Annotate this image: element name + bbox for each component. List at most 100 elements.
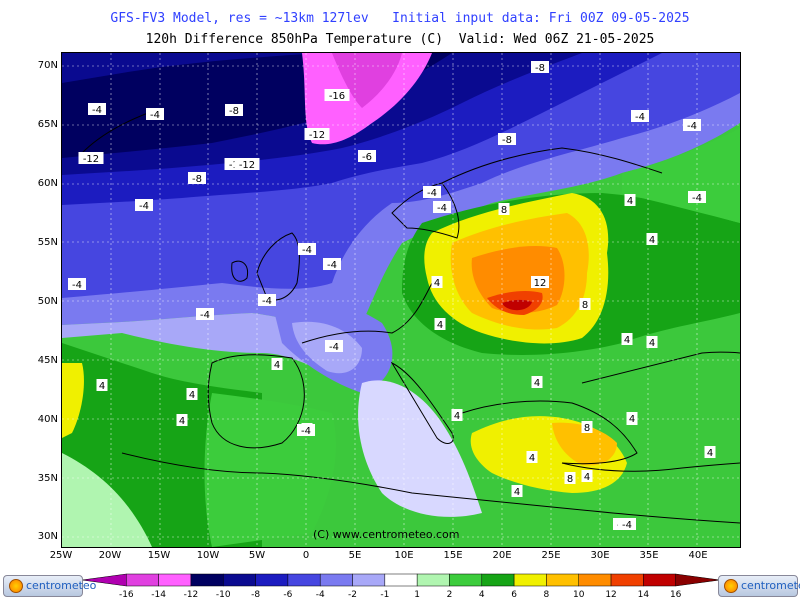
contour-label: -4: [297, 424, 315, 437]
svg-text:-4: -4: [622, 520, 632, 531]
contour-label: 4: [176, 414, 188, 427]
mediterranean-cool: [358, 380, 482, 517]
latitude-label: 40N: [37, 414, 58, 425]
color-scale-tick: 6: [511, 590, 517, 600]
svg-text:4: 4: [274, 360, 280, 371]
svg-text:-4: -4: [635, 112, 645, 123]
svg-text:4: 4: [514, 487, 520, 498]
color-scale-tick: -12: [183, 590, 199, 600]
longitude-label: 15W: [147, 550, 171, 561]
contour-label: -4: [135, 199, 153, 212]
atlantic-lightgreen-patch: [62, 453, 152, 547]
svg-text:4: 4: [534, 378, 540, 389]
color-scale-tick: -16: [118, 590, 134, 600]
logo-icon: [9, 579, 23, 593]
svg-text:4: 4: [529, 453, 535, 464]
contour-label: -4: [298, 243, 316, 256]
longitude-label: 40E: [688, 550, 708, 561]
color-scale-tick: 10: [573, 590, 585, 600]
longitude-label: 20E: [492, 550, 512, 561]
contour-label: -8: [498, 133, 516, 146]
latitude-label: 30N: [37, 531, 58, 542]
france-coast: [301, 282, 433, 344]
latitude-label: 60N: [37, 178, 58, 189]
longitude-label: 5W: [248, 550, 266, 561]
color-scale-tick: -10: [215, 590, 231, 600]
color-swatch: [675, 573, 721, 587]
svg-text:-4: -4: [92, 105, 102, 116]
svg-text:4: 4: [624, 335, 630, 346]
longitude-label: 25E: [541, 550, 561, 561]
contour-label: 8: [581, 421, 593, 434]
anatolia-coast: [561, 462, 740, 472]
svg-text:-4: -4: [200, 310, 210, 321]
color-swatch: [643, 573, 676, 587]
ireland-outline: [231, 260, 249, 282]
contour-label: -4: [68, 278, 86, 291]
color-swatch: [449, 573, 483, 587]
svg-text:-4: -4: [427, 188, 437, 199]
svg-text:4: 4: [629, 414, 635, 425]
title-line-2: 120h Difference 850hPa Temperature (C) V…: [145, 32, 655, 47]
svg-text:-4: -4: [329, 342, 339, 353]
svg-text:-4: -4: [139, 201, 149, 212]
contour-label: -4: [631, 110, 649, 123]
contour-label: -8: [188, 172, 206, 185]
contour-label: 4: [704, 446, 716, 459]
color-scale-tick: 2: [446, 590, 453, 600]
svg-text:4: 4: [649, 338, 655, 349]
northeast-green: [622, 128, 740, 223]
contour-label: -12: [234, 158, 260, 171]
north-africa-coast: [121, 452, 740, 524]
longitude-label: 10E: [394, 550, 414, 561]
color-swatch: [126, 573, 159, 587]
italy-outline: [390, 361, 454, 444]
svg-text:-4: -4: [262, 296, 272, 307]
svg-text:-6: -6: [362, 152, 372, 163]
temperature-difference-map: -8-4-8-12-16-12-8-4-12-12-6-8-4-4-4-4-4-…: [61, 52, 741, 548]
contour-label: -4: [688, 191, 706, 204]
contour-label: 8: [579, 298, 591, 311]
balkan-warm-orange: [552, 422, 617, 466]
color-scale-tick: -14: [151, 590, 166, 600]
svg-text:-4: -4: [327, 260, 337, 271]
color-scale-tick: 1: [414, 590, 421, 600]
svg-text:-12: -12: [309, 130, 325, 141]
svg-text:-8: -8: [192, 174, 202, 185]
svg-text:8: 8: [582, 300, 588, 311]
contour-label: 4: [626, 412, 638, 425]
coastlines: [81, 107, 740, 524]
logo-text-left: centrometeo: [26, 579, 97, 592]
contour-label: -4: [683, 119, 701, 132]
scandinavia-north: [441, 147, 663, 184]
color-swatch: [546, 573, 579, 587]
svg-text:-8: -8: [229, 106, 239, 117]
britain-outline: [256, 232, 300, 301]
iberia-light-green: [204, 393, 336, 547]
contour-label: 4: [451, 409, 463, 422]
color-scale-tick: -8: [251, 590, 261, 600]
scandinavia-south: [391, 182, 460, 239]
very-cold-magenta: [332, 53, 402, 108]
contour-label: -4: [433, 201, 451, 214]
contour-label: 4: [646, 336, 658, 349]
contour-label: -4: [423, 186, 441, 199]
contour-label: 4: [621, 333, 633, 346]
color-scale-tick: -4: [315, 590, 325, 600]
color-swatch: [190, 573, 224, 587]
longitude-label: 30E: [590, 550, 610, 561]
svg-text:-16: -16: [329, 91, 345, 102]
contour-label: -4: [258, 294, 276, 307]
color-swatch: [158, 573, 192, 587]
graticule: [62, 53, 740, 547]
warm-anomaly-darkred: [502, 299, 532, 311]
color-scale-tick: -1: [380, 590, 390, 600]
color-scale-tick: 14: [637, 590, 650, 600]
longitude-label: 0: [302, 550, 310, 561]
map-svg: -8-4-8-12-16-12-8-4-12-12-6-8-4-4-4-4-4-…: [62, 53, 740, 547]
color-scale-tick: 8: [543, 590, 550, 600]
svg-text:4: 4: [189, 390, 195, 401]
contour-label: -4: [146, 108, 164, 121]
contour-label: 4: [581, 470, 593, 483]
contour-label: 4: [434, 318, 446, 331]
